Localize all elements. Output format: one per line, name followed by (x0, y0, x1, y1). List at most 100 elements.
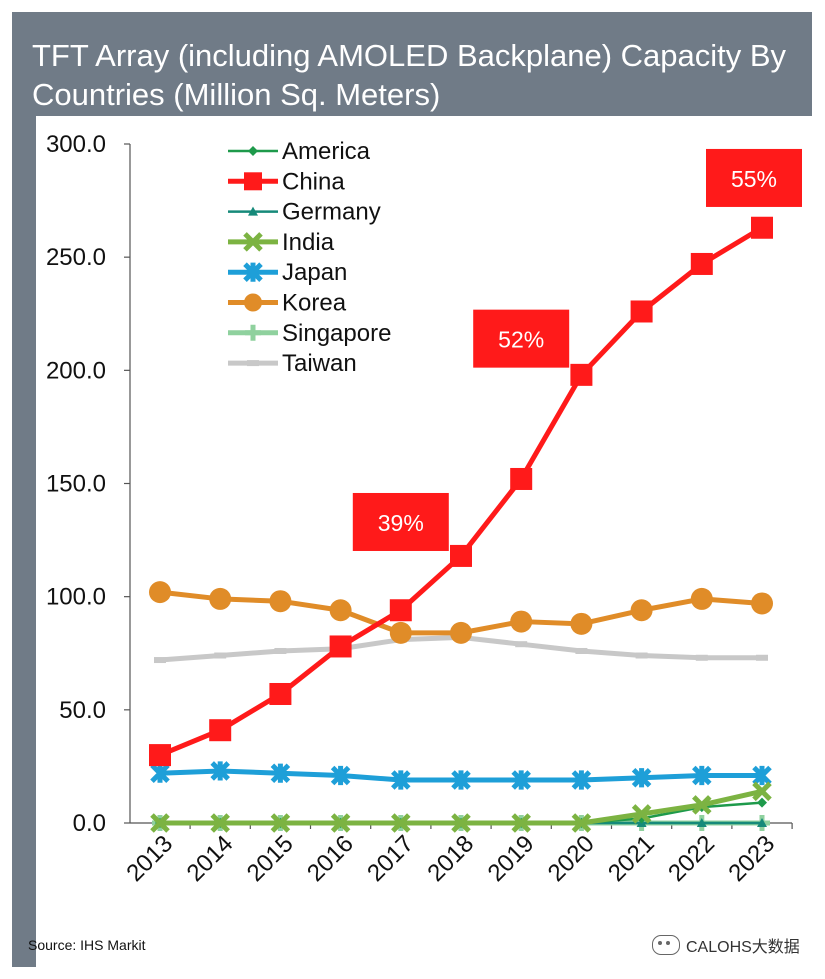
data-point-china (510, 467, 533, 490)
annotation-label: 52% (498, 327, 544, 353)
data-point-india (330, 813, 351, 833)
annotation-box (352, 492, 449, 551)
data-point-taiwan (695, 654, 708, 661)
y-tick-label: 300.0 (46, 131, 106, 158)
x-tick-label: 2014 (182, 830, 239, 887)
x-tick-label: 2020 (543, 830, 600, 887)
chart-title: TFT Array (including AMOLED Backplane) C… (32, 38, 787, 112)
watermark-text: CALOHS大数据 (686, 939, 800, 956)
annotation-box (473, 309, 570, 368)
legend-marker-germany (248, 206, 258, 216)
data-point-japan (511, 770, 531, 790)
data-point-china (209, 719, 232, 742)
annotation-box (706, 148, 802, 207)
data-point-china (389, 599, 412, 622)
data-point-china (751, 216, 773, 239)
data-point-india (150, 813, 170, 833)
legend-label-india: India (282, 229, 335, 256)
data-point-india (571, 813, 592, 833)
data-point-japan (631, 767, 652, 788)
watermark: CALOHS大数据 (652, 933, 800, 957)
data-point-india (451, 813, 471, 833)
data-point-america (757, 797, 767, 808)
data-point-taiwan (154, 657, 166, 664)
data-point-japan (692, 765, 712, 786)
legend-label-germany: Germany (282, 199, 381, 226)
chart-frame: TFT Array (including AMOLED Backplane) C… (12, 12, 812, 978)
data-point-taiwan (214, 652, 227, 659)
data-point-japan (210, 761, 230, 781)
data-point-india (692, 795, 712, 815)
y-tick-label: 100.0 (46, 584, 106, 611)
x-tick-label: 2022 (663, 830, 720, 887)
data-point-germany (696, 818, 707, 827)
data-point-korea (450, 621, 472, 644)
data-point-korea (269, 590, 292, 613)
data-point-india (270, 813, 291, 833)
annotation-label: 39% (378, 510, 424, 536)
data-point-germany (757, 818, 767, 827)
legend-marker-china (244, 172, 262, 191)
x-tick-label: 2017 (362, 830, 419, 887)
legend-marker-america (248, 146, 258, 156)
data-point-india (391, 813, 411, 833)
legend-label-korea: Korea (282, 290, 347, 317)
legend-label-taiwan: Taiwan (282, 350, 357, 377)
data-point-china (329, 635, 352, 658)
data-point-taiwan (515, 641, 528, 648)
data-point-japan (752, 765, 772, 786)
data-point-korea (329, 599, 352, 622)
x-tick-label: 2015 (242, 830, 299, 887)
legend-label-japan: Japan (282, 259, 347, 286)
legend-label-china: China (282, 168, 345, 195)
data-point-india (631, 804, 652, 824)
data-point-japan (391, 770, 411, 790)
data-point-japan (571, 770, 592, 790)
legend-label-singapore: Singapore (282, 320, 391, 347)
y-tick-label: 50.0 (59, 697, 106, 724)
data-point-japan (150, 763, 170, 783)
y-tick-label: 0.0 (73, 810, 106, 837)
y-tick-label: 150.0 (46, 471, 106, 498)
x-tick-label: 2016 (302, 830, 359, 887)
data-point-taiwan (756, 654, 768, 661)
data-point-korea (510, 610, 533, 633)
data-point-taiwan (635, 652, 648, 659)
data-point-korea (751, 592, 773, 615)
x-tick-label: 2013 (121, 830, 178, 887)
legend-marker-korea (244, 293, 262, 312)
wechat-icon (652, 935, 680, 955)
data-point-china (570, 363, 593, 386)
x-tick-label: 2019 (483, 830, 540, 887)
data-point-korea (630, 599, 653, 622)
data-point-japan (330, 765, 351, 786)
data-point-india (511, 813, 531, 833)
data-point-china (630, 300, 653, 323)
data-point-japan (270, 763, 291, 783)
data-point-korea (149, 581, 171, 604)
x-tick-label: 2023 (723, 830, 780, 887)
data-point-japan (451, 770, 471, 790)
legend-marker-india (243, 232, 263, 252)
legend-marker-taiwan (247, 360, 259, 367)
y-tick-label: 250.0 (46, 244, 106, 271)
x-tick-label: 2018 (422, 830, 479, 887)
data-point-china (690, 252, 713, 275)
data-point-taiwan (575, 647, 588, 654)
x-tick-label: 2021 (603, 830, 660, 887)
data-point-korea (690, 587, 713, 610)
legend-label-america: America (282, 138, 371, 165)
y-tick-label: 200.0 (46, 357, 106, 384)
annotation-label: 55% (731, 166, 777, 192)
data-point-korea (389, 621, 412, 644)
data-point-india (210, 813, 230, 833)
legend-marker-japan (243, 262, 263, 282)
data-point-china (269, 682, 292, 705)
data-point-korea (209, 587, 232, 610)
data-point-taiwan (274, 647, 287, 654)
data-point-india (752, 781, 772, 802)
source-note: Source: IHS Markit (28, 937, 146, 953)
data-point-korea (570, 612, 593, 635)
data-point-china (149, 744, 171, 767)
